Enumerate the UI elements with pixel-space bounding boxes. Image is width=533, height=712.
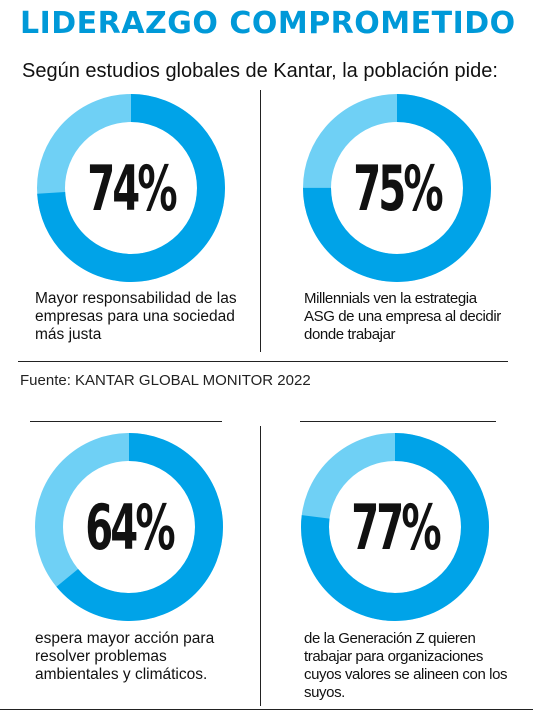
donut-value-segment [301, 433, 489, 621]
bottom-left-top-rule [30, 421, 222, 422]
donut-chart-3-caption: espera mayor acción para resolver proble… [35, 630, 215, 683]
donut-chart-1-caption: Mayor responsabilidad de las empresas pa… [35, 290, 237, 343]
donut-chart-3: 64% [34, 432, 224, 622]
donut-chart-3-value: 64% [85, 490, 175, 564]
donut-chart-1-value: 74% [87, 151, 177, 225]
donut-chart-4-caption: de la Generación Z quieren trabajar para… [304, 630, 508, 701]
column-divider-bottom [260, 426, 261, 706]
donut-chart-2: 75% [302, 93, 492, 283]
donut-chart-1: 74% [36, 93, 226, 283]
donut-value-segment [35, 433, 223, 621]
donut-chart-4: 77% [300, 432, 490, 622]
source-note: Fuente: KANTAR GLOBAL MONITOR 2022 [20, 372, 311, 389]
donut-chart-2-value: 75% [353, 151, 443, 225]
donut-chart-2-svg [303, 94, 491, 282]
donut-chart-3-svg [35, 433, 223, 621]
infographic-title: LIDERAZGO COMPROMETIDO [20, 6, 516, 41]
donut-chart-4-value: 77% [351, 490, 441, 564]
donut-value-segment [303, 94, 491, 282]
donut-chart-4-svg [301, 433, 489, 621]
bottom-rule [0, 709, 533, 710]
donut-chart-2-caption: Millennials ven la estrategia ASG de una… [304, 290, 501, 343]
bottom-right-top-rule [300, 421, 496, 422]
column-divider-top [260, 90, 261, 352]
row-divider [18, 361, 508, 362]
donut-chart-1-svg [37, 94, 225, 282]
donut-value-segment [37, 94, 225, 282]
infographic-subtitle: Según estudios globales de Kantar, la po… [22, 60, 498, 82]
